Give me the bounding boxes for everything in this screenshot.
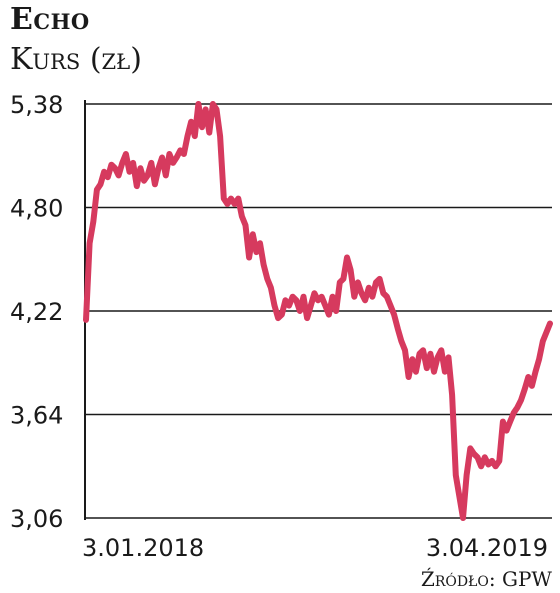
y-axis-label: Kurs (zł) (10, 42, 142, 77)
series-line (83, 101, 553, 521)
series-line-group (83, 101, 553, 521)
x-tick-label: 3.01.2018 (82, 534, 204, 562)
x-tick-labels: 3.01.2018 3.04.2019 (82, 534, 548, 562)
chart-title: Echo (10, 2, 90, 37)
y-tick-label: 3,64 (10, 402, 63, 430)
source-label: Źródło: GPW (420, 567, 552, 591)
y-tick-label: 4,22 (10, 298, 63, 326)
y-tick-label: 4,80 (10, 195, 63, 223)
x-tick-label: 3.04.2019 (426, 534, 548, 562)
y-tick-label: 5,38 (10, 91, 63, 119)
grid-lines (85, 103, 552, 519)
y-tick-label: 3,06 (10, 505, 63, 533)
y-tick-labels: 5,38 4,80 4,22 3,64 3,06 (10, 91, 63, 533)
